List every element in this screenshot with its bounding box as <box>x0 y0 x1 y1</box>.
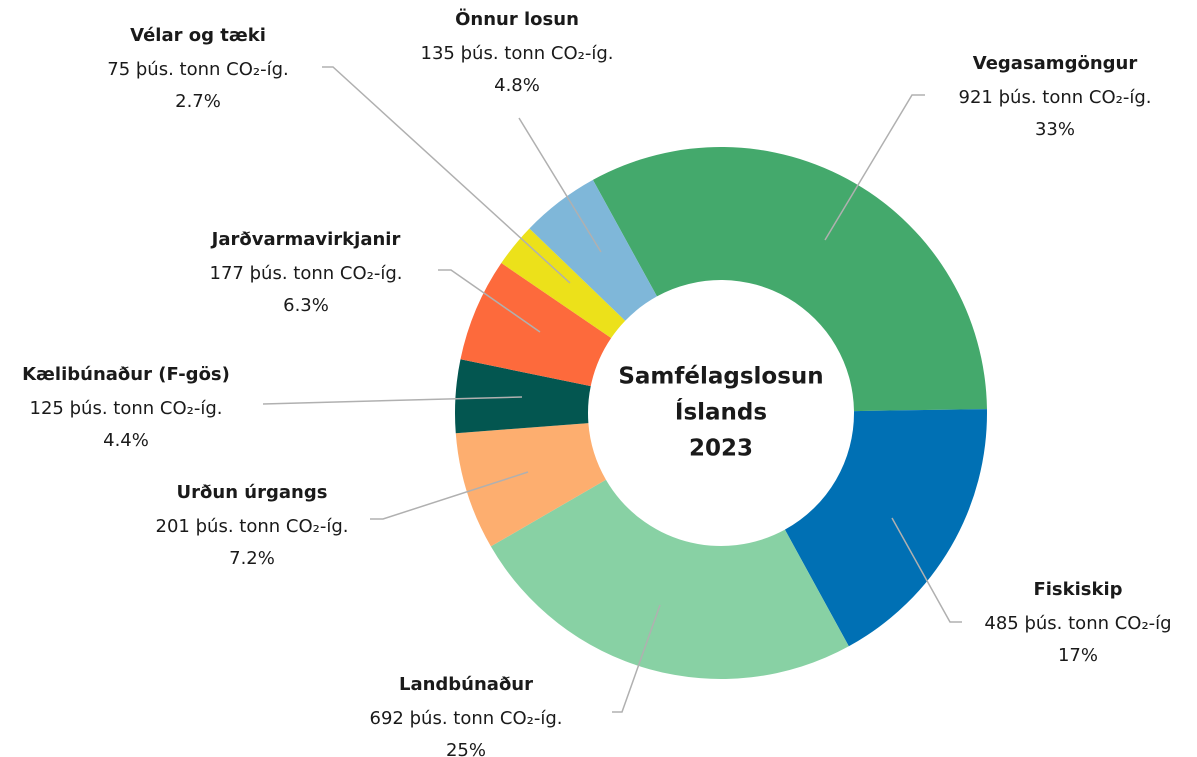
slice-name: Urðun úrgangs <box>177 482 328 503</box>
percent-label: 4.8% <box>494 75 540 96</box>
leader-line <box>322 66 571 284</box>
donut-slice <box>455 359 591 434</box>
center-label: Íslands <box>675 398 767 426</box>
slice-name: Landbúnaður <box>399 674 533 695</box>
value-label: 485 þús. tonn CO₂-íg <box>984 613 1171 634</box>
slice-name: Vegasamgöngur <box>973 53 1138 74</box>
percent-label: 7.2% <box>229 548 275 569</box>
donut-slice <box>490 479 849 679</box>
value-label: 75 þús. tonn CO₂-íg. <box>107 59 289 80</box>
slice-name: Önnur losun <box>455 8 579 30</box>
donut-slice <box>784 409 987 647</box>
percent-label: 33% <box>1035 119 1075 140</box>
percent-label: 2.7% <box>175 91 221 112</box>
leader-line <box>891 517 962 623</box>
leader-line <box>438 269 541 333</box>
value-label: 177 þús. tonn CO₂-íg. <box>210 263 403 284</box>
percent-label: 4.4% <box>103 430 149 451</box>
value-label: 921 þús. tonn CO₂-íg. <box>959 87 1152 108</box>
value-label: 201 þús. tonn CO₂-íg. <box>156 516 349 537</box>
leader-line <box>612 604 661 713</box>
leader-line <box>824 94 925 241</box>
value-label: 125 þús. tonn CO₂-íg. <box>30 398 223 419</box>
percent-label: 17% <box>1058 645 1098 666</box>
leader-line <box>262 396 523 405</box>
slice-name: Jarðvarmavirkjanir <box>210 229 401 250</box>
slice-name: Kælibúnaður (F-gös) <box>22 364 230 385</box>
donut-slice <box>455 423 606 547</box>
center-label: 2023 <box>689 436 753 462</box>
leader-line <box>518 117 602 253</box>
value-label: 135 þús. tonn CO₂-íg. <box>421 43 614 64</box>
center-label: Samfélagslosun <box>618 364 823 390</box>
donut-slice <box>592 147 987 412</box>
donut-slice <box>529 179 657 321</box>
value-label: 692 þús. tonn CO₂-íg. <box>370 708 563 729</box>
donut-slice <box>501 228 626 339</box>
percent-label: 25% <box>446 740 486 757</box>
slice-name: Vélar og tæki <box>130 25 266 46</box>
slice-name: Fiskiskip <box>1033 579 1122 600</box>
percent-label: 6.3% <box>283 295 329 316</box>
donut-slice <box>460 263 612 387</box>
leader-line <box>370 471 529 520</box>
